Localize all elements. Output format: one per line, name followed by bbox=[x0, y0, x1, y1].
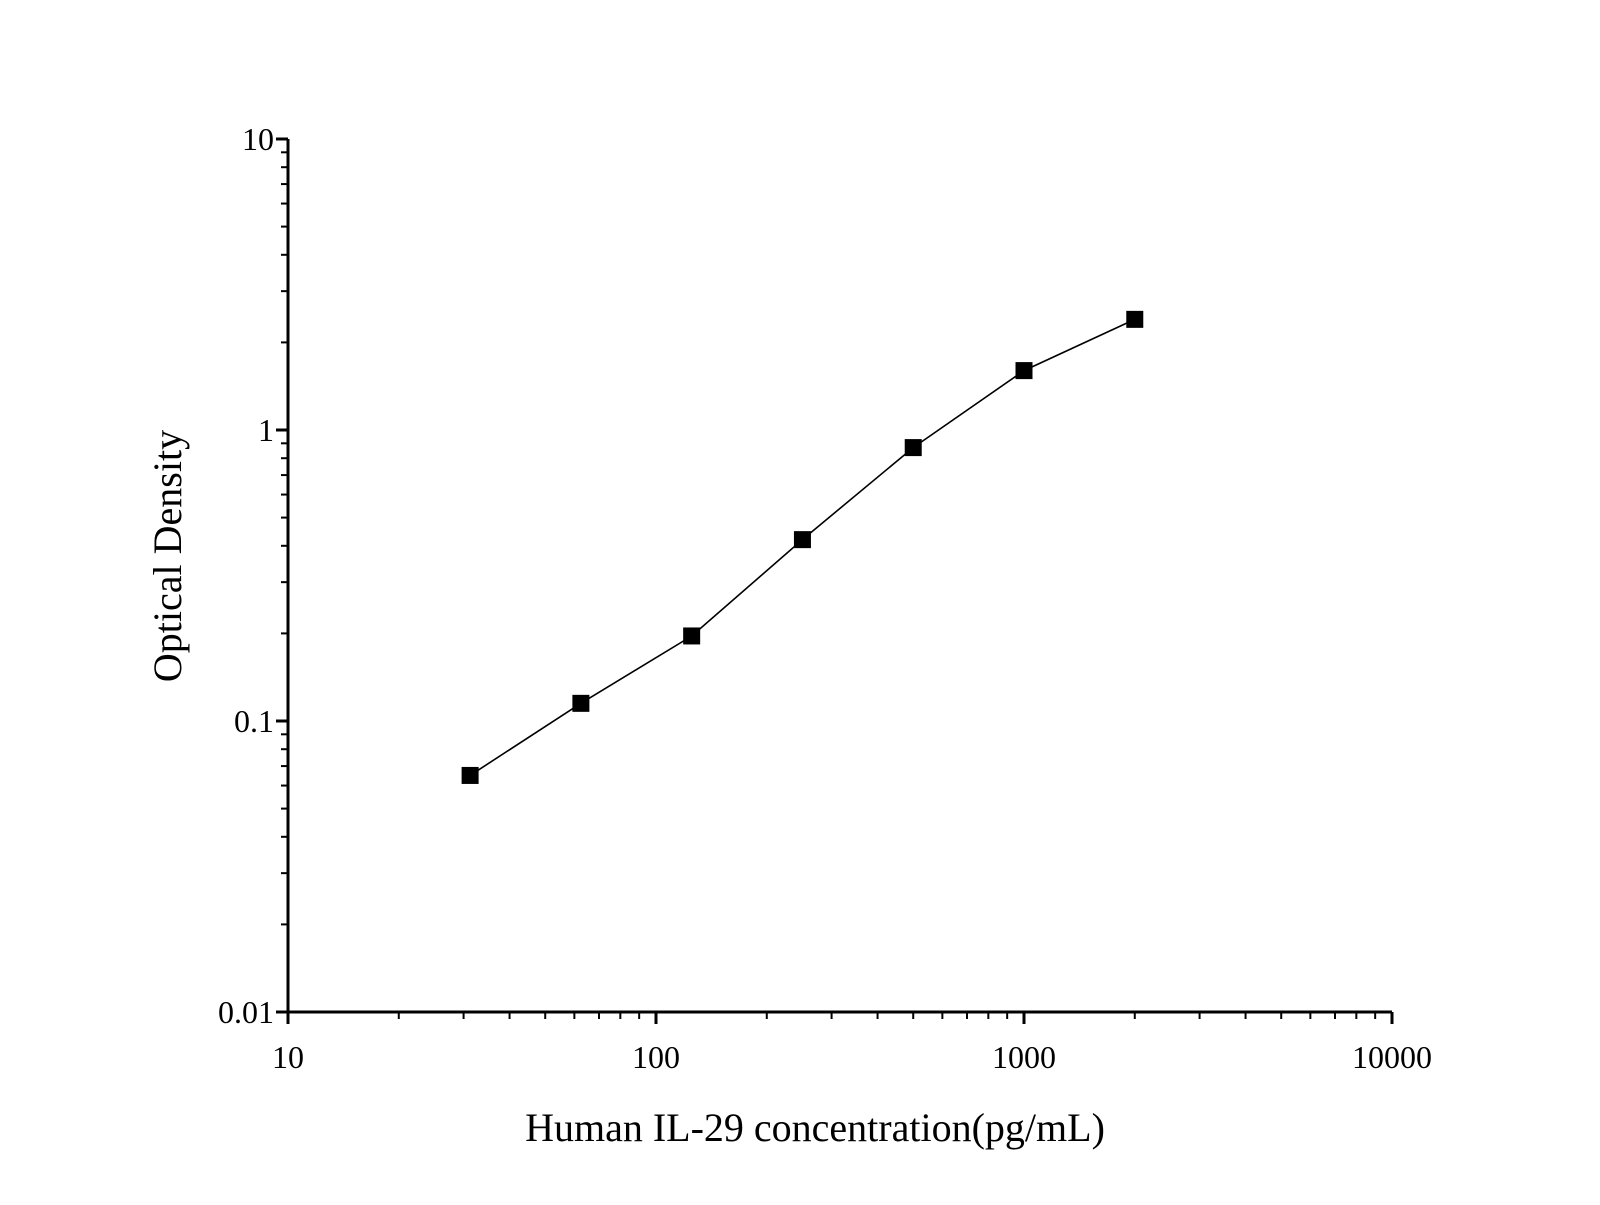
x-tick-label: 10000 bbox=[1352, 1039, 1432, 1075]
y-axis-tick-labels: 0.01 0.1 1 10 bbox=[218, 121, 274, 1030]
axes: 10 100 1000 10000 0.01 0.1 1 10 bbox=[218, 121, 1432, 1075]
y-tick-label: 1 bbox=[258, 412, 274, 448]
data-point-marker bbox=[904, 439, 922, 457]
x-axis-ticks bbox=[286, 1012, 1394, 1024]
y-axis-title: Optical Density bbox=[145, 430, 190, 682]
series-markers bbox=[461, 310, 1144, 784]
data-point-marker bbox=[572, 694, 590, 712]
data-point-marker bbox=[683, 627, 701, 645]
x-tick-label: 10 bbox=[272, 1039, 304, 1075]
data-point-marker bbox=[793, 531, 811, 549]
x-axis-tick-labels: 10 100 1000 10000 bbox=[272, 1039, 1432, 1075]
y-tick-label: 0.1 bbox=[234, 703, 274, 739]
x-tick-label: 100 bbox=[632, 1039, 680, 1075]
x-axis-title: Human IL-29 concentration(pg/mL) bbox=[525, 1105, 1105, 1150]
data-point-marker bbox=[461, 766, 479, 784]
x-tick-label: 1000 bbox=[992, 1039, 1056, 1075]
y-tick-label: 10 bbox=[242, 121, 274, 157]
data-point-marker bbox=[1015, 362, 1033, 380]
y-axis-ticks bbox=[276, 137, 288, 1014]
data-series bbox=[461, 310, 1144, 784]
y-tick-label: 0.01 bbox=[218, 994, 274, 1030]
data-point-marker bbox=[1126, 310, 1144, 328]
